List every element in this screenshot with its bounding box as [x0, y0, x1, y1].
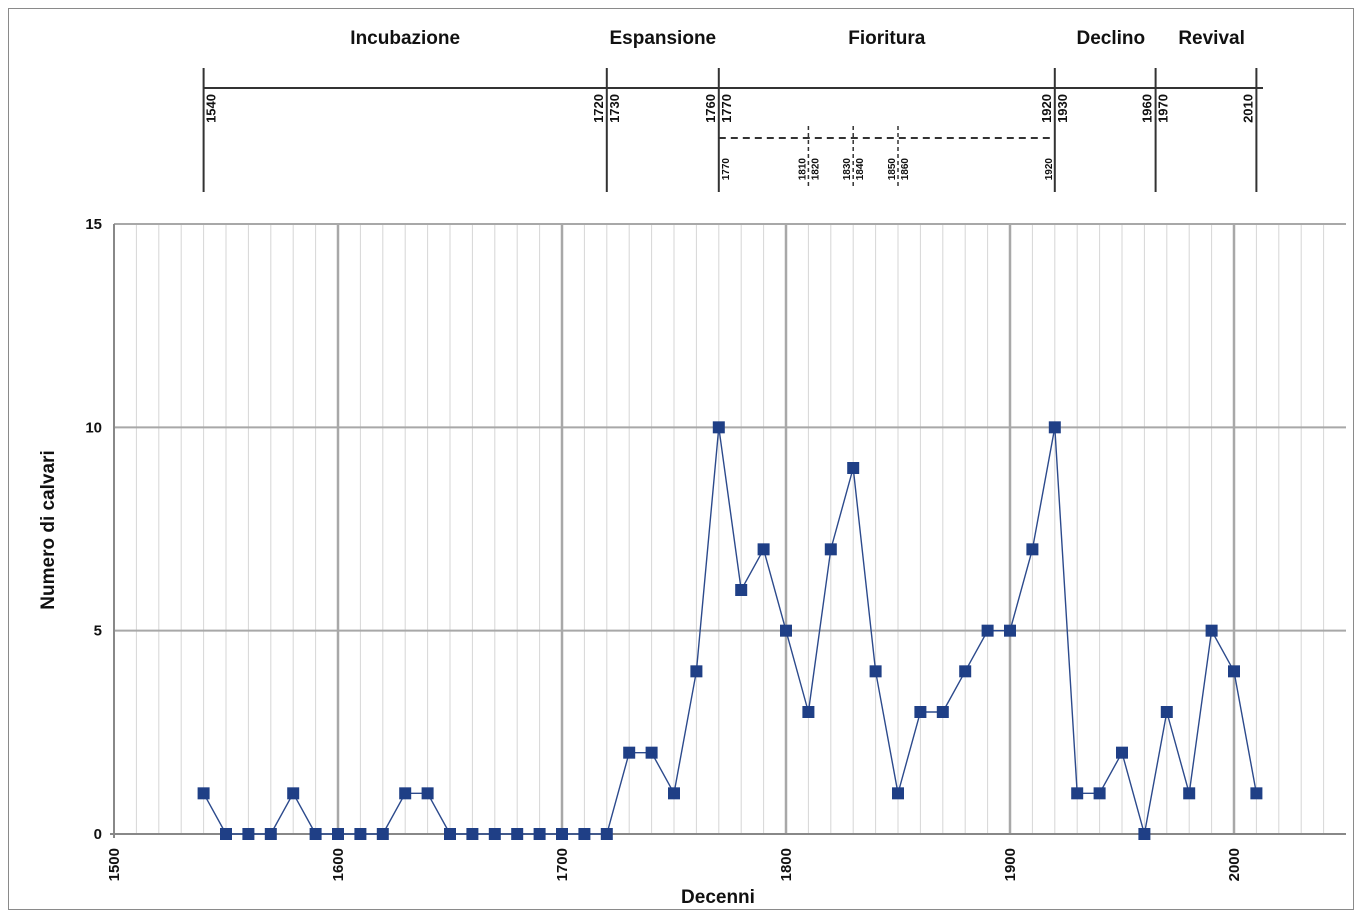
- data-point: [1071, 787, 1084, 800]
- subdivision-year-label: 1850: [887, 158, 898, 181]
- data-point: [1160, 706, 1173, 718]
- y-tick-label: 5: [94, 623, 102, 640]
- timeline-year-label: 1770: [719, 94, 734, 123]
- x-tick-label: 1700: [554, 848, 571, 881]
- timeline-year-label: 1720: [591, 94, 606, 123]
- timeline-year-label: 1970: [1156, 94, 1171, 123]
- data-point: [1048, 421, 1061, 434]
- timeline-year-label: 1930: [1055, 94, 1070, 123]
- x-tick-label: 1900: [1002, 848, 1019, 881]
- data-point: [220, 828, 232, 840]
- subdivision-year-label: 1860: [900, 158, 911, 181]
- data-point: [712, 421, 725, 434]
- data-point: [421, 787, 434, 800]
- timeline-year-label: 1960: [1140, 94, 1155, 123]
- subdivision-year-label: 1820: [810, 158, 821, 181]
- chart-grid: [114, 223, 1346, 834]
- data-point: [1116, 746, 1128, 759]
- data-point: [780, 624, 792, 637]
- x-tick-label: 2000: [1226, 848, 1243, 881]
- phase-label: Incubazione: [350, 28, 460, 49]
- data-point: [354, 828, 367, 840]
- data-point: [1138, 828, 1151, 840]
- chart-axes: 0 5 10 15 1500 1600 1700 1800 1900 2000: [85, 216, 1346, 881]
- data-point: [981, 624, 994, 637]
- data-point: [332, 828, 344, 840]
- figure-frame: [8, 8, 1354, 910]
- subdivision-year-label: 1810: [797, 158, 808, 181]
- data-point: [869, 665, 882, 678]
- data-point: [578, 828, 591, 840]
- data-point: [847, 462, 860, 474]
- data-point: [668, 787, 680, 800]
- phase-label: Fioritura: [848, 28, 925, 49]
- data-point: [287, 787, 300, 800]
- phase-label: Espansione: [609, 28, 716, 49]
- phase-label: Revival: [1178, 28, 1245, 49]
- data-point: [1093, 787, 1106, 800]
- x-axis-title: Decenni: [681, 887, 755, 908]
- data-point: [488, 828, 501, 840]
- data-point: [399, 787, 412, 800]
- data-point: [892, 787, 904, 800]
- data-point: [1228, 665, 1240, 678]
- data-point: [264, 828, 277, 840]
- data-point: [309, 828, 322, 840]
- y-tick-label: 10: [85, 419, 102, 436]
- timeline-year-label: 1920: [1039, 94, 1054, 123]
- timeline-year-label: 1730: [607, 94, 622, 123]
- phase-timeline: Incubazione Espansione Fioritura Declino Rev…: [202, 28, 1263, 192]
- data-point: [735, 584, 748, 596]
- y-tick-label: 0: [94, 826, 102, 843]
- data-point: [690, 665, 703, 678]
- subdivision-year-label: 1840: [855, 158, 866, 181]
- data-point: [1250, 787, 1263, 800]
- x-tick-label: 1500: [106, 848, 123, 881]
- x-tick-label: 1600: [330, 848, 347, 881]
- data-point: [1183, 787, 1196, 800]
- data-point: [802, 706, 815, 718]
- data-point: [533, 828, 546, 840]
- timeline-year-label: 1540: [204, 94, 219, 123]
- y-axis-title: Numero di calvari: [38, 450, 59, 609]
- y-tick-label: 15: [85, 216, 102, 233]
- subdivision-year-label: 1920: [1044, 158, 1055, 181]
- data-point: [824, 543, 837, 556]
- data-point: [376, 828, 389, 840]
- data-point: [645, 746, 658, 759]
- data-point: [444, 828, 456, 840]
- data-point: [600, 828, 613, 840]
- data-point: [914, 706, 927, 718]
- data-point: [757, 543, 770, 556]
- phase-label: Declino: [1076, 28, 1145, 49]
- data-point: [466, 828, 479, 840]
- data-point: [959, 665, 972, 678]
- data-point: [197, 787, 210, 800]
- x-tick-label: 1800: [778, 848, 795, 881]
- data-point: [1026, 543, 1039, 556]
- data-point: [1004, 624, 1016, 637]
- data-point: [1205, 624, 1218, 637]
- timeline-year-label: 2010: [1240, 94, 1255, 123]
- data-point: [242, 828, 255, 840]
- data-point: [623, 746, 636, 759]
- data-point: [511, 828, 524, 840]
- data-point: [556, 828, 568, 840]
- subdivision-year-label: 1770: [721, 158, 732, 181]
- series-calvari: [197, 421, 1263, 840]
- subdivision-year-label: 1830: [842, 158, 853, 181]
- data-point: [936, 706, 949, 718]
- timeline-year-label: 1760: [703, 94, 718, 123]
